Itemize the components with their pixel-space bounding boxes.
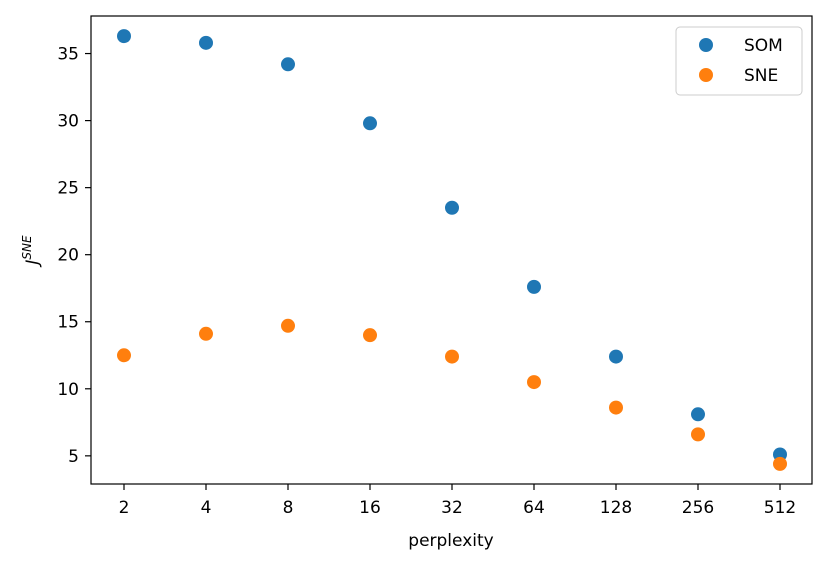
- legend: SOM SNE: [675, 26, 803, 96]
- y-axis: 5 10 15 20 25 30 35: [57, 45, 91, 467]
- y-tick-label: 5: [68, 447, 79, 467]
- legend-box: [675, 26, 803, 96]
- x-tick-label: 2: [119, 498, 130, 518]
- sne-point: [363, 328, 377, 343]
- y-tick-label: 30: [57, 112, 79, 132]
- y-tick-label: 35: [57, 45, 79, 65]
- y-axis-label: JSNE: [20, 235, 43, 268]
- som-point: [117, 29, 131, 44]
- sne-point: [773, 456, 787, 471]
- sne-point: [281, 318, 295, 333]
- sne-point: [117, 348, 131, 363]
- som-point: [609, 349, 623, 364]
- sne-point: [445, 349, 459, 364]
- x-tick-label: 8: [283, 498, 294, 518]
- x-axis-label: perplexity: [408, 531, 493, 551]
- x-tick-label: 256: [682, 498, 714, 518]
- legend-marker-som: [699, 38, 713, 52]
- som-point: [281, 57, 295, 72]
- som-point: [445, 200, 459, 215]
- som-point: [527, 279, 541, 294]
- som-point: [199, 35, 213, 50]
- sne-point: [527, 375, 541, 390]
- som-point: [691, 407, 705, 422]
- x-tick-label: 4: [201, 498, 212, 518]
- sne-point: [691, 427, 705, 442]
- y-axis-label-superscript: SNE: [20, 235, 34, 260]
- x-axis: 2 4 8 16 32 64 128 256 512: [119, 484, 796, 518]
- x-tick-label: 512: [764, 498, 796, 518]
- y-axis-label-main: J: [23, 260, 43, 268]
- y-tick-label: 10: [57, 380, 79, 400]
- legend-marker-sne: [699, 68, 713, 82]
- legend-label-sne: SNE: [744, 66, 778, 86]
- legend-label-som: SOM: [744, 36, 783, 56]
- sne-point: [609, 400, 623, 415]
- x-tick-label: 16: [359, 498, 381, 518]
- y-tick-label: 15: [57, 313, 79, 333]
- y-tick-label: 25: [57, 179, 79, 199]
- data-points: [117, 29, 787, 471]
- x-tick-label: 32: [441, 498, 463, 518]
- x-tick-label: 128: [600, 498, 632, 518]
- x-tick-label: 64: [523, 498, 545, 518]
- y-tick-label: 20: [57, 246, 79, 266]
- som-point: [363, 116, 377, 131]
- sne-point: [199, 326, 213, 341]
